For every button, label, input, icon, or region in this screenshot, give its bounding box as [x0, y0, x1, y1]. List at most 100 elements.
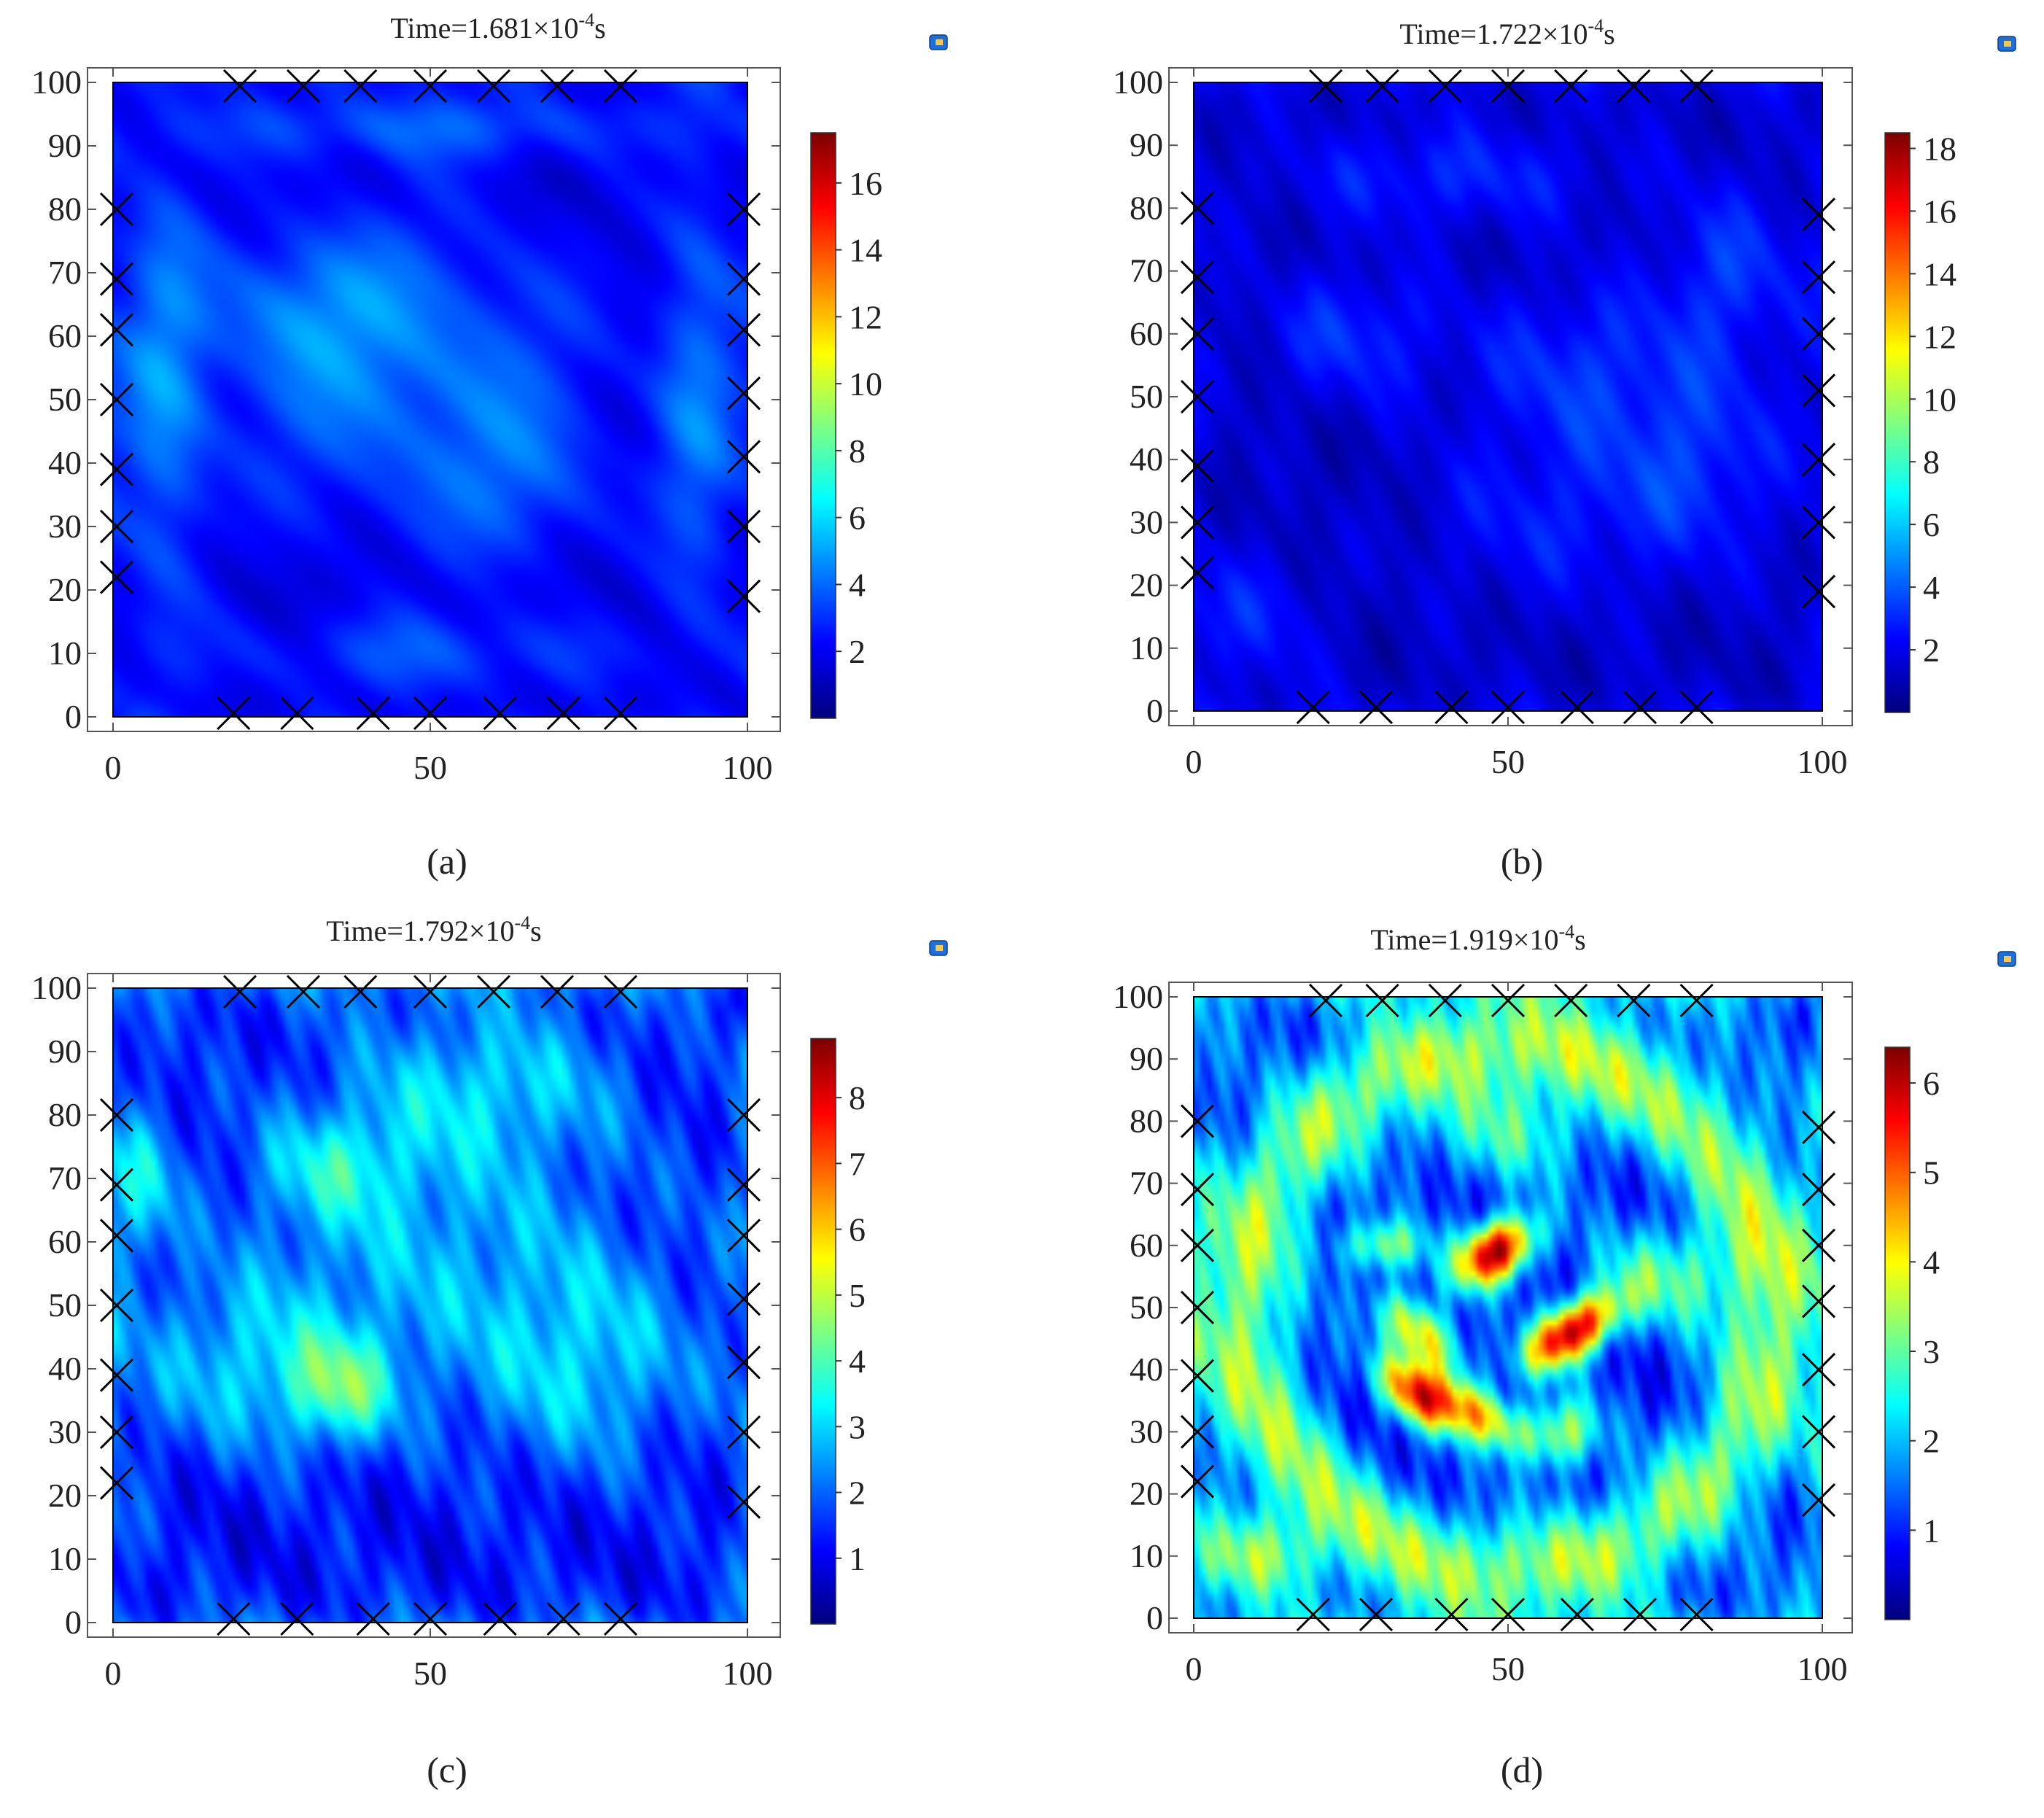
colorbar-tick-label: 4 [1923, 1243, 1940, 1281]
camera-icon[interactable] [1997, 36, 2016, 52]
x-tick-label: 100 [723, 1655, 773, 1692]
y-tick-label: 50 [1130, 1289, 1163, 1326]
source-marker [356, 1601, 390, 1636]
heatmap-d [1194, 997, 1822, 1618]
colorbar-tick-label: 14 [849, 232, 882, 269]
y-tick-label: 40 [1130, 1351, 1163, 1388]
camera-icon[interactable] [929, 940, 948, 956]
y-tick-label: 70 [48, 1159, 82, 1197]
panel-a-group: Time=1.681×10-4s (a) [390, 9, 605, 882]
y-tick-label: 40 [1130, 440, 1163, 478]
colorbar-tick-label: 6 [1923, 1065, 1940, 1102]
source-marker [1180, 191, 1215, 225]
colorbar-tick-label: 16 [849, 165, 882, 202]
y-tick-label: 60 [1130, 1227, 1163, 1264]
y-tick-label: 20 [48, 571, 82, 608]
colorbar-tick-label: 4 [849, 1343, 866, 1380]
source-marker [1180, 1173, 1215, 1207]
source-marker [1617, 983, 1651, 1018]
source-marker [1365, 69, 1399, 104]
plot-border-b [1193, 82, 1823, 712]
camera-icon[interactable] [1997, 951, 2016, 967]
y-tick-label: 90 [1130, 126, 1163, 163]
source-marker [1801, 260, 1836, 295]
colorbar-tick-label: 10 [1923, 381, 1956, 418]
y-tick-label: 90 [48, 127, 82, 164]
source-marker [483, 696, 517, 731]
source-marker [99, 1466, 134, 1500]
source-marker [726, 1219, 761, 1253]
x-tick-label: 50 [413, 1655, 447, 1692]
source-marker [1801, 1110, 1836, 1144]
source-marker [99, 192, 134, 227]
source-marker [1180, 316, 1215, 351]
source-marker [726, 509, 761, 544]
y-tick-label: 30 [1130, 1413, 1163, 1450]
colorbar-tick-label: 12 [849, 298, 882, 335]
y-tick-label: 30 [48, 1413, 82, 1450]
colorbar-a [811, 133, 836, 718]
colorbar-tick-label: 4 [1923, 569, 1940, 606]
source-marker [99, 1098, 134, 1133]
source-marker [546, 1601, 580, 1636]
y-tick-label: 100 [1113, 978, 1163, 1015]
source-marker [1180, 379, 1215, 414]
x-tick-label: 0 [1186, 1650, 1202, 1687]
source-marker [1801, 1353, 1836, 1387]
colorbar-tick-label: 18 [1923, 130, 1956, 167]
source-marker [222, 974, 257, 1009]
source-marker [99, 1219, 134, 1253]
source-marker [726, 1282, 761, 1316]
source-marker [1623, 690, 1658, 725]
panel-title-d: Time=1.919×10-4s [1370, 921, 1585, 956]
source-marker [1180, 505, 1215, 540]
colorbar-border-a [810, 132, 836, 719]
y-tick-label: 20 [1130, 567, 1163, 604]
source-marker [286, 69, 321, 104]
source-marker [1679, 690, 1714, 725]
y-tick-label: 10 [48, 1540, 82, 1577]
y-tick-label: 100 [31, 969, 82, 1006]
source-marker [343, 974, 378, 1009]
y-tick-label: 50 [48, 1286, 82, 1324]
source-marker [1491, 1597, 1526, 1632]
source-marker [1180, 260, 1215, 295]
source-marker [1801, 316, 1836, 351]
camera-icon[interactable] [929, 34, 948, 50]
colorbar-tick-label: 1 [849, 1540, 866, 1577]
source-marker [1434, 1597, 1469, 1632]
panel-title-b: Time=1.722×10-4s [1399, 15, 1614, 50]
source-marker [99, 1358, 134, 1392]
heatmap-b [1194, 82, 1822, 711]
colorbar-tick-label: 14 [1923, 255, 1956, 292]
y-tick-label: 100 [31, 63, 82, 101]
x-tick-label: 50 [1491, 743, 1525, 780]
colorbar-tick-label: 4 [849, 566, 866, 603]
source-marker [1359, 690, 1394, 725]
y-tick-label: 40 [48, 1350, 82, 1387]
source-marker [99, 1288, 134, 1323]
y-tick-label: 0 [65, 1604, 82, 1641]
source-marker [99, 452, 134, 486]
source-marker [483, 1601, 517, 1636]
x-tick-label: 100 [723, 749, 773, 786]
source-marker [726, 262, 761, 296]
colorbar-c [811, 1038, 836, 1624]
source-marker [280, 696, 314, 731]
colorbar-tick-label: 6 [849, 1211, 866, 1248]
source-marker [1180, 448, 1215, 483]
panel-b-group: Time=1.722×10-4s (b) [1399, 15, 1614, 882]
colorbar-tick-label: 2 [849, 633, 866, 670]
colorbar-tick-label: 1 [1923, 1512, 1940, 1549]
colorbar-b [1885, 133, 1910, 712]
source-marker [1801, 373, 1836, 408]
source-marker [1801, 1284, 1836, 1318]
source-marker [726, 376, 761, 411]
source-marker [1560, 690, 1594, 725]
source-marker [726, 192, 761, 227]
colorbar-border-b [1884, 132, 1911, 713]
source-marker [726, 1415, 761, 1450]
x-tick-label: 0 [105, 1655, 122, 1692]
source-marker [476, 974, 511, 1009]
